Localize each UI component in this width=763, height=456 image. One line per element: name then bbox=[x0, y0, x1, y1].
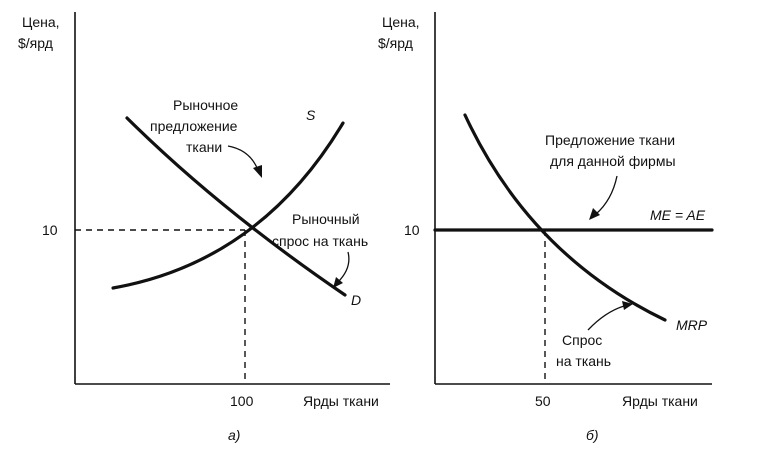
panel-b-supply-annotation-line2: для данной фирмы bbox=[550, 153, 676, 169]
panel-b-mrp-curve-label: MRP bbox=[676, 317, 708, 333]
panel-a-demand-annotation-line1: Рыночный bbox=[292, 211, 360, 227]
panel-a-supply-annotation-line2: предложение bbox=[150, 118, 238, 134]
panel-a-demand-curve bbox=[125, 116, 347, 297]
panel-a-supply-curve-label: S bbox=[306, 107, 316, 123]
panel-b-demand-annotation-line1: Спрос bbox=[562, 332, 602, 348]
panel-b-x-axis-label: Ярды ткани bbox=[622, 393, 698, 409]
panel-b-supply-annotation-line1: Предложение ткани bbox=[545, 132, 675, 148]
panel-a-demand-annotation-arrow bbox=[337, 251, 350, 283]
panel-a-x-tick-100: 100 bbox=[230, 393, 254, 409]
panel-b: Цена, $/ярд Ярды ткани 10 50 ME = AE MRP… bbox=[378, 12, 714, 443]
panel-b-supply-annotation-arrow bbox=[595, 175, 618, 215]
panel-a-supply-annotation-arrowhead bbox=[253, 165, 262, 178]
panel-b-y-axis-label-line2: $/ярд bbox=[378, 35, 413, 51]
panel-a-demand-annotation-arrowhead bbox=[333, 277, 343, 288]
panel-b-demand-annotation-arrowhead bbox=[622, 301, 633, 310]
panel-b-y-axis-label-line1: Цена, bbox=[382, 14, 420, 30]
panel-a-supply-annotation-arrow bbox=[227, 145, 259, 171]
panel-a-y-axis-label-line1: Цена, bbox=[22, 14, 60, 30]
panel-b-demand-annotation-arrow bbox=[587, 305, 625, 331]
panel-b-x-tick-50: 50 bbox=[535, 393, 551, 409]
panel-a: Цена, $/ярд Ярды ткани 10 100 S D Рыночн… bbox=[18, 12, 390, 443]
panel-a-supply-annotation-line3: ткани bbox=[186, 139, 222, 155]
panel-b-mrp-curve bbox=[463, 113, 667, 322]
panel-a-supply-annotation-line1: Рыночное bbox=[173, 97, 238, 113]
panel-a-y-axis-label-line2: $/ярд bbox=[18, 35, 53, 51]
panel-a-caption: а) bbox=[228, 427, 240, 443]
panel-b-supply-line-label: ME = AE bbox=[650, 207, 706, 223]
panel-b-caption: б) bbox=[586, 427, 599, 443]
panel-b-supply-annotation-arrowhead bbox=[589, 208, 600, 220]
panel-a-demand-curve-label: D bbox=[351, 292, 361, 308]
panel-b-demand-annotation-line2: на ткань bbox=[556, 353, 611, 369]
panel-b-y-tick-10: 10 bbox=[404, 222, 420, 238]
panel-a-demand-annotation-line2: спрос на ткань bbox=[272, 233, 368, 249]
panel-a-supply-curve bbox=[111, 121, 345, 290]
panel-a-y-tick-10: 10 bbox=[42, 222, 58, 238]
panel-a-x-axis-label: Ярды ткани bbox=[303, 393, 379, 409]
